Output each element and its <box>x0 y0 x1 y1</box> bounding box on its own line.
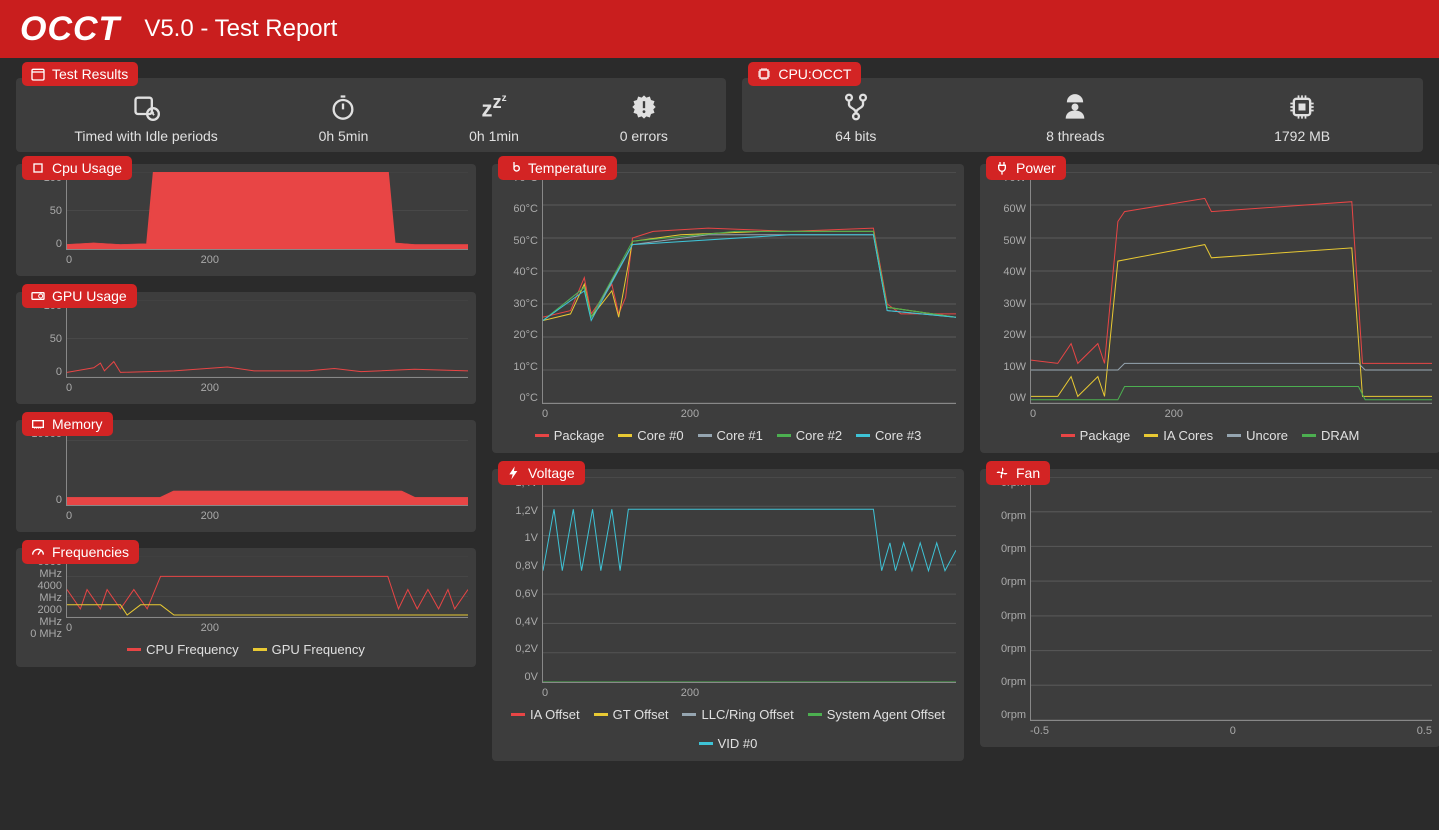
cpu-occt-stats: 64 bits 8 threads 1792 MB <box>750 92 1415 144</box>
stat-memory: 1792 MB <box>1274 92 1330 144</box>
plug-icon <box>994 160 1010 176</box>
legend-item: Core #2 <box>777 428 842 443</box>
legend-item: Uncore <box>1227 428 1288 443</box>
frequencies-chart: Frequencies 6000 MHz4000 MHz2000 MHz0 MH… <box>16 548 476 667</box>
gpu-icon <box>30 288 46 304</box>
calendar-clock-icon <box>132 92 160 122</box>
legend-item: LLC/Ring Offset <box>682 707 793 722</box>
legend-item: System Agent Offset <box>808 707 945 722</box>
stat-errors: 0 errors <box>620 92 668 144</box>
calendar-icon <box>30 66 46 82</box>
test-results-title: Test Results <box>52 66 128 82</box>
page-title: V5.0 - Test Report <box>144 15 337 43</box>
fan-icon <box>994 465 1010 481</box>
legend-item: DRAM <box>1302 428 1359 443</box>
legend-item: GPU Frequency <box>253 642 365 657</box>
fan-chart: Fan 0rpm0rpm0rpm0rpm0rpm0rpm0rpm0rpm-0.5… <box>980 469 1439 747</box>
legend-item: Core #1 <box>698 428 763 443</box>
chip-icon <box>1288 92 1316 122</box>
sleep-icon: zzz <box>481 92 506 122</box>
legend-item: Core #0 <box>618 428 683 443</box>
temperature-chart: Temperature 70°C60°C50°C40°C30°C20°C10°C… <box>492 164 964 453</box>
branch-icon <box>842 92 870 122</box>
legend-item: IA Offset <box>511 707 580 722</box>
legend-item: CPU Frequency <box>127 642 238 657</box>
legend-item: Core #3 <box>856 428 921 443</box>
worker-icon <box>1061 92 1089 122</box>
test-results-panel: Test Results Timed with Idle periods 0h … <box>16 70 726 152</box>
test-results-stats: Timed with Idle periods 0h 5min zzz 0h 1… <box>24 92 718 144</box>
cpu-occt-badge: CPU:OCCT <box>748 62 861 86</box>
voltage-chart: Voltage 1,4V1,2V1V0,8V0,6V0,4V0,2V0V0200… <box>492 469 964 761</box>
chip-icon <box>30 160 46 176</box>
chip-icon <box>756 66 772 82</box>
stopwatch-icon <box>329 92 357 122</box>
cpu-usage-chart: Cpu Usage 1005000200 <box>16 164 476 276</box>
legend-item: GT Offset <box>594 707 669 722</box>
cpu-occt-panel: CPU:OCCT 64 bits 8 threads 1792 MB <box>742 70 1423 152</box>
legend-item: IA Cores <box>1144 428 1213 443</box>
logo: OCCT <box>20 10 120 49</box>
legend-item: VID #0 <box>699 736 758 751</box>
bolt-icon <box>506 465 522 481</box>
memory-chart: Memory 1000000200 <box>16 420 476 532</box>
app-header: OCCT V5.0 - Test Report <box>0 0 1439 58</box>
legend-item: Package <box>535 428 605 443</box>
thermometer-icon <box>506 160 522 176</box>
memory-icon <box>30 416 46 432</box>
test-results-badge: Test Results <box>22 62 138 86</box>
stat-bits: 64 bits <box>835 92 876 144</box>
stat-threads: 8 threads <box>1046 92 1104 144</box>
stat-timed: Timed with Idle periods <box>74 92 217 144</box>
cpu-occt-title: CPU:OCCT <box>778 66 851 82</box>
gpu-usage-chart: GPU Usage 1005000200 <box>16 292 476 404</box>
stat-duration: 0h 5min <box>319 92 369 144</box>
alert-icon <box>630 92 658 122</box>
legend-item: Package <box>1061 428 1131 443</box>
power-chart: Power 70W60W50W40W30W20W10W0W0200Package… <box>980 164 1439 453</box>
stat-idle: zzz 0h 1min <box>469 92 519 144</box>
gauge-icon <box>30 544 46 560</box>
